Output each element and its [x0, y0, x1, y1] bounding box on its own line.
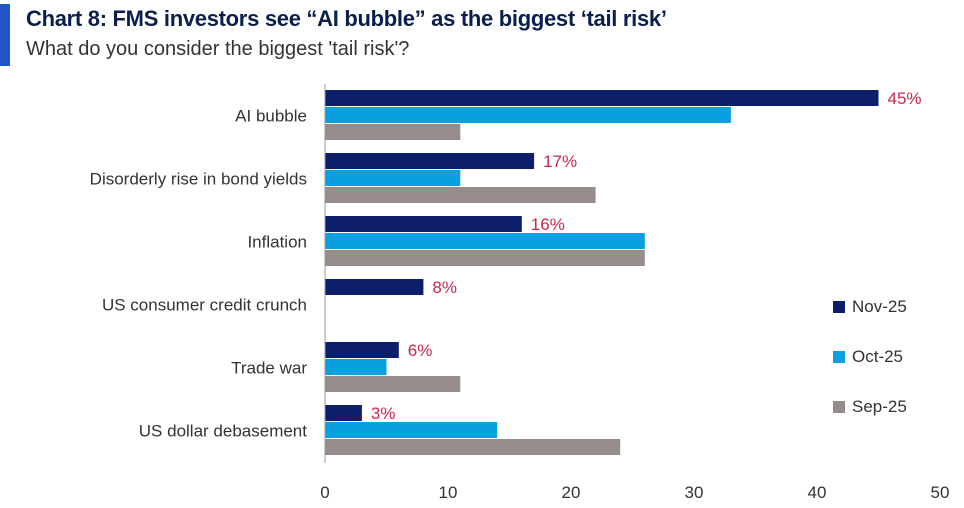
- data-label: 16%: [531, 215, 565, 234]
- data-label: 6%: [408, 341, 433, 360]
- legend-swatch-nov-25: [833, 301, 845, 313]
- data-label: 8%: [432, 278, 457, 297]
- bar-nov-25-2: [325, 153, 535, 169]
- x-tick-label: 0: [320, 483, 329, 502]
- x-tick-label: 40: [808, 483, 827, 502]
- category-label: US dollar debasement: [139, 422, 307, 441]
- legend-swatch-sep-25: [833, 401, 845, 413]
- category-label: Inflation: [247, 233, 307, 252]
- legend-label: Nov-25: [852, 297, 907, 316]
- bar-sep-25-1: [325, 124, 461, 140]
- data-label: 45%: [888, 89, 922, 108]
- title-accent-bar: [0, 4, 10, 66]
- legend-swatch-oct-25: [833, 351, 845, 363]
- legend-label: Sep-25: [852, 397, 907, 416]
- bar-sep-25-2: [325, 187, 596, 203]
- bar-nov-25-4: [325, 279, 424, 295]
- category-label: Disorderly rise in bond yields: [90, 170, 307, 189]
- data-label: 3%: [371, 404, 396, 423]
- category-label: AI bubble: [235, 107, 307, 126]
- x-tick-label: 10: [439, 483, 458, 502]
- bar-sep-25-6: [325, 439, 621, 455]
- x-tick-label: 30: [685, 483, 704, 502]
- category-label: US consumer credit crunch: [102, 296, 307, 315]
- bar-nov-25-3: [325, 216, 522, 232]
- bar-oct-25-2: [325, 170, 461, 186]
- chart-title: Chart 8: FMS investors see “AI bubble” a…: [26, 6, 667, 31]
- x-tick-label: 20: [562, 483, 581, 502]
- bar-oct-25-3: [325, 233, 645, 249]
- legend-label: Oct-25: [852, 347, 903, 366]
- category-label: Trade war: [231, 359, 307, 378]
- bar-nov-25-5: [325, 342, 399, 358]
- chart-subtitle: What do you consider the biggest 'tail r…: [26, 38, 410, 60]
- x-tick-label: 50: [931, 483, 950, 502]
- bar-oct-25-6: [325, 422, 498, 438]
- data-label: 17%: [543, 152, 577, 171]
- bar-oct-25-1: [325, 107, 731, 123]
- bar-nov-25-6: [325, 405, 362, 421]
- bar-sep-25-5: [325, 376, 461, 392]
- bar-sep-25-3: [325, 250, 645, 266]
- bar-nov-25-1: [325, 90, 879, 106]
- bar-oct-25-5: [325, 359, 387, 375]
